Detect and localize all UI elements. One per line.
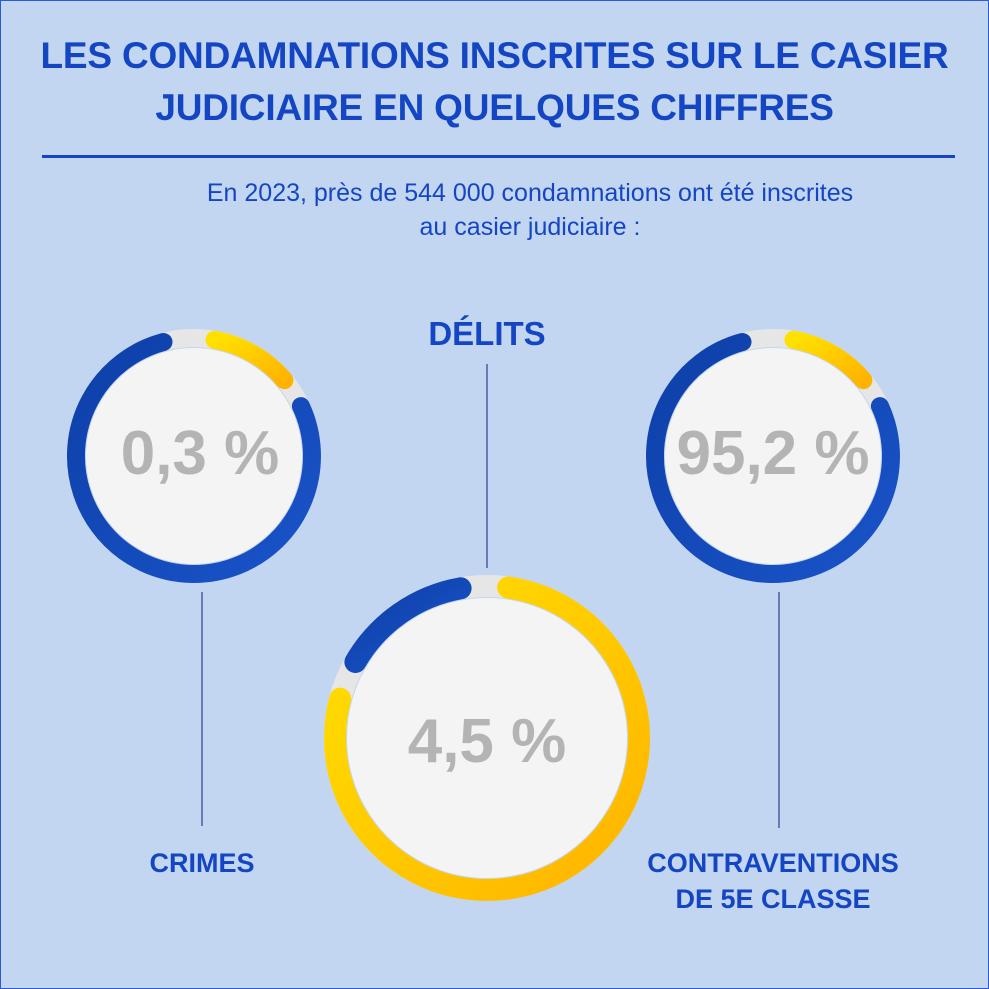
title-divider [42,155,955,158]
donut-delits: 4,5 % [324,575,650,901]
crimes-inner-circle [86,348,302,564]
contraventions-inner-circle [665,348,881,564]
delits-inner-circle [347,598,627,878]
delits-label: DÉLITS [428,315,545,352]
subtitle: En 2023, près de 544 000 condamnations o… [130,176,930,244]
delits-ring-yellow [324,576,650,901]
subtitle-line-2: au casier judiciaire : [419,213,641,241]
contraventions-ring-yellow [784,330,873,390]
subtitle-line-1: En 2023, près de 544 000 condamnations o… [206,179,854,207]
contraventions-label-line-2: DE 5E CLASSE [675,884,870,914]
contraventions-value: 95,2 % [676,419,869,488]
delits-ring-blue [344,577,472,673]
title-line-1: LES CONDAMNATIONS INSCRITES SUR LE CASIE… [40,35,949,76]
crimes-ring-blue [66,333,321,583]
donut-crimes: 0,3 % [66,329,321,583]
donut-contraventions: 95,2 % [645,329,900,583]
crimes-value: 0,3 % [121,419,280,488]
contraventions-ring-blue [645,333,900,583]
crimes-label: CRIMES [149,848,254,878]
page-title: LES CONDAMNATIONS INSCRITES SUR LE CASIE… [0,30,989,134]
delits-value: 4,5 % [408,707,567,776]
crimes-ring-yellow [205,330,294,390]
contraventions-label-line-1: CONTRAVENTIONS [647,848,899,878]
title-line-2: JUDICIAIRE EN QUELQUES CHIFFRES [155,87,834,128]
